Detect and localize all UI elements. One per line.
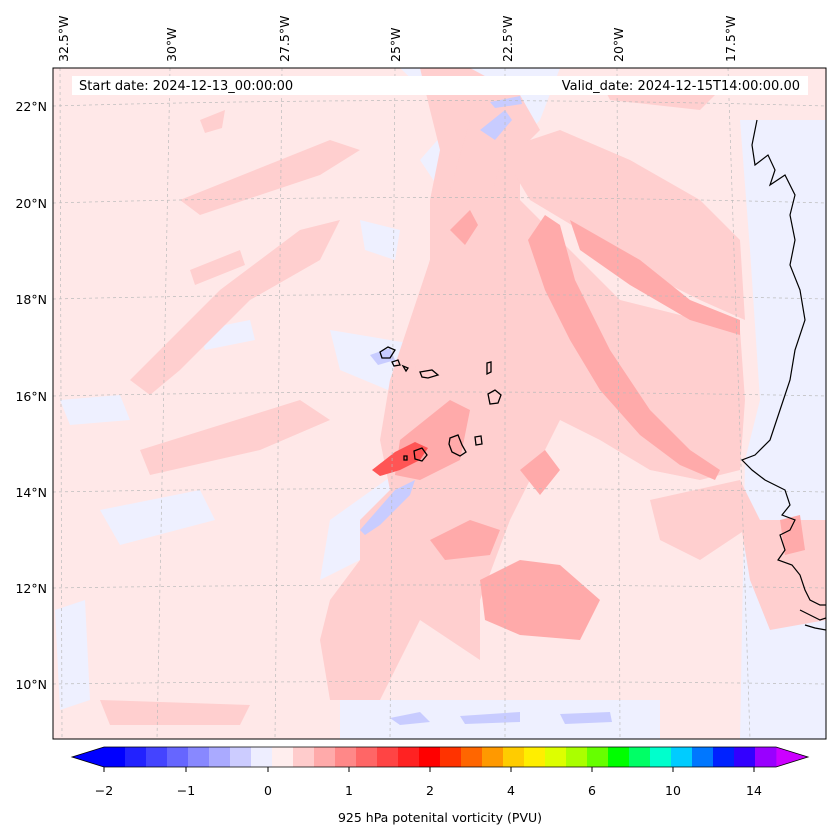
cb-tick-label: 2 xyxy=(426,783,434,798)
lat-label-14n: 14°N xyxy=(15,485,47,500)
lon-label-32.5w: 32.5°W xyxy=(56,16,71,62)
colorbar-cell xyxy=(125,747,147,767)
colorbar-cell xyxy=(440,747,462,767)
colorbar-cell xyxy=(209,747,231,767)
colorbar-cell xyxy=(167,747,189,767)
lat-label-20n: 20°N xyxy=(15,196,47,211)
colorbar: −2 −1 0 1 2 4 6 10 14 925 hPa potenital … xyxy=(70,746,810,825)
latitude-labels: 22°N 20°N 18°N 16°N 14°N 12°N 10°N xyxy=(15,99,47,692)
colorbar-cell xyxy=(671,747,693,767)
colorbar-cell xyxy=(461,747,483,767)
start-date-label: Start date: 2024-12-13_00:00:00 xyxy=(79,79,293,94)
header-box xyxy=(72,76,808,95)
colorbar-cell xyxy=(251,747,273,767)
colorbar-cell xyxy=(230,747,252,767)
colorbar-cell xyxy=(398,747,420,767)
colorbar-cell xyxy=(524,747,546,767)
colorbar-cell xyxy=(356,747,378,767)
colorbar-cell xyxy=(419,747,441,767)
cb-tick-label: 0 xyxy=(264,783,272,798)
cb-tick-label: −1 xyxy=(177,783,195,798)
colorbar-cell xyxy=(293,747,315,767)
cb-tick-label: −2 xyxy=(95,783,113,798)
lon-label-27.5w: 27.5°W xyxy=(277,16,292,62)
lat-label-12n: 12°N xyxy=(15,581,47,596)
colorbar-cell xyxy=(482,747,504,767)
lon-label-20w: 20°W xyxy=(611,27,626,62)
colorbar-cell xyxy=(188,747,210,767)
colorbar-cell xyxy=(272,747,294,767)
colorbar-cell xyxy=(545,747,567,767)
colorbar-cell xyxy=(335,747,357,767)
colorbar-max-extend xyxy=(776,747,808,767)
lon-label-30w: 30°W xyxy=(164,27,179,62)
lon-label-22.5w: 22.5°W xyxy=(500,16,515,62)
cb-tick-label: 14 xyxy=(746,783,762,798)
colorbar-cell xyxy=(146,747,168,767)
mid-pink-areas xyxy=(395,210,805,640)
cb-tick-label: 1 xyxy=(345,783,353,798)
colorbar-ticks: −2 −1 0 1 2 4 6 10 14 xyxy=(95,767,762,798)
coastline-africa xyxy=(740,119,826,606)
lon-label-25w: 25°W xyxy=(388,27,403,62)
colorbar-cell xyxy=(713,747,735,767)
colorbar-cell xyxy=(503,747,525,767)
colorbar-min-extend xyxy=(72,747,104,767)
colorbar-cell xyxy=(629,747,651,767)
lat-label-18n: 18°N xyxy=(15,292,47,307)
mid-blue-areas xyxy=(360,96,612,725)
longitude-labels: 32.5°W 30°W 27.5°W 25°W 22.5°W 20°W 17.5… xyxy=(56,16,738,62)
valid-date-label: Valid_date: 2024-12-15T14:00:00.00 xyxy=(562,79,800,94)
lat-label-16n: 16°N xyxy=(15,389,47,404)
colorbar-cell xyxy=(104,747,126,767)
colorbar-cell xyxy=(755,747,777,767)
colorbar-cell xyxy=(692,747,714,767)
colorbar-cells xyxy=(104,747,777,767)
colorbar-title: 925 hPa potenital vorticity (PVU) xyxy=(338,810,542,825)
colorbar-cell xyxy=(734,747,756,767)
colorbar-cell xyxy=(650,747,672,767)
map-frame xyxy=(52,67,827,740)
colorbar-cell xyxy=(377,747,399,767)
colorbar-cell xyxy=(566,747,588,767)
pv-field xyxy=(53,68,826,739)
cape-verde-islands xyxy=(379,346,502,462)
coastline-guinea xyxy=(799,609,826,631)
light-pink-areas xyxy=(100,68,826,725)
lat-label-22n: 22°N xyxy=(15,99,47,114)
colorbar-cell xyxy=(314,747,336,767)
graticule xyxy=(53,68,826,739)
lon-label-17.5w: 17.5°W xyxy=(723,16,738,62)
cb-tick-label: 10 xyxy=(665,783,681,798)
lat-label-10n: 10°N xyxy=(15,677,47,692)
cb-tick-label: 4 xyxy=(507,783,515,798)
cb-tick-label: 6 xyxy=(588,783,596,798)
colorbar-cell xyxy=(608,747,630,767)
colorbar-cell xyxy=(587,747,609,767)
